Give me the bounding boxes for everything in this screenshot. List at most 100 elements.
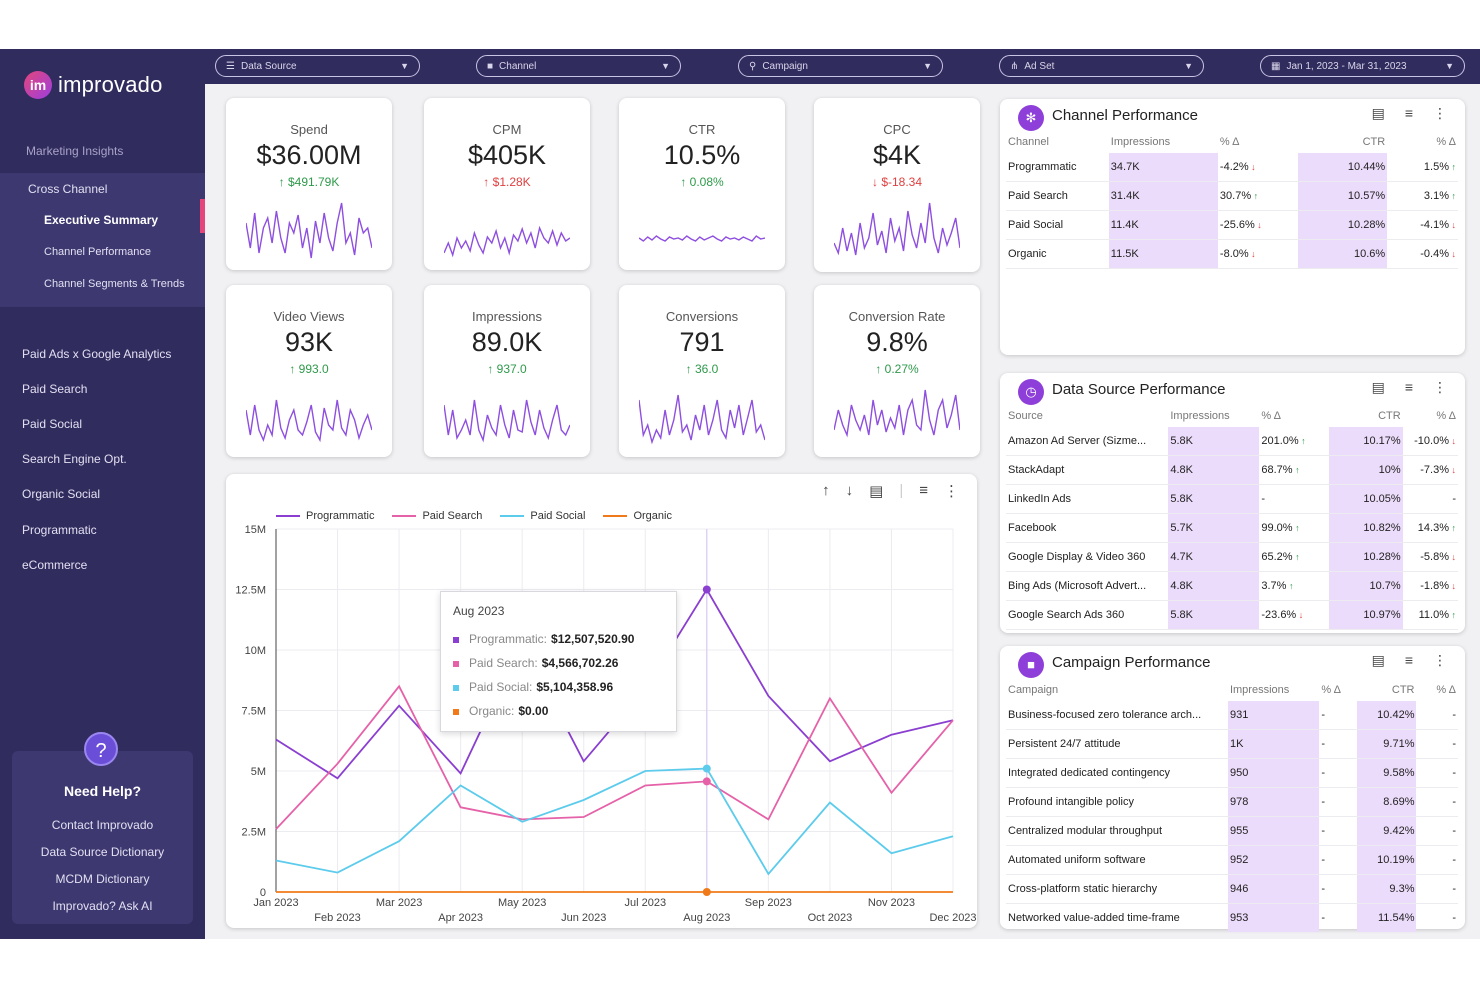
arrow-up-icon[interactable]: ↑: [822, 482, 830, 499]
table-row[interactable]: Bing Ads (Microsoft Advert... 4.8K 3.7% ↑ 1…: [1006, 571, 1458, 601]
column-header[interactable]: Campaign: [1008, 684, 1059, 696]
sidebar: im improvado Marketing Insights Cross Ch…: [0, 49, 205, 939]
column-header[interactable]: CTR: [1362, 136, 1386, 148]
column-header[interactable]: % Δ: [1436, 684, 1456, 696]
nav-item-seo[interactable]: Search Engine Opt.: [22, 452, 127, 466]
table-row[interactable]: Organic 11.5K -8.0% ↓ 10.6% -0.4% ↓: [1006, 239, 1458, 269]
kpi-card-spend: Spend $36.00M ↑ $491.79K: [226, 98, 392, 270]
more-icon[interactable]: ⋮: [1433, 652, 1447, 668]
column-header[interactable]: CTR: [1378, 410, 1401, 422]
table-row[interactable]: Facebook 5.7K 99.0% ↑ 10.82% 14.3% ↑: [1006, 513, 1458, 543]
column-header[interactable]: Channel: [1008, 136, 1049, 148]
x-tick-label: May 2023: [498, 897, 546, 909]
table-row[interactable]: Paid Search 31.4K 30.7% ↑ 10.57% 3.1% ↑: [1006, 181, 1458, 211]
legend-item-paid-social[interactable]: Paid Social: [500, 510, 585, 522]
column-header[interactable]: Source: [1008, 410, 1043, 422]
chart-settings-icon[interactable]: ▤: [1371, 379, 1385, 395]
nav-item-paid-search[interactable]: Paid Search: [22, 382, 88, 396]
arrow-down-icon: ↓: [1448, 249, 1456, 259]
more-icon[interactable]: ⋮: [944, 483, 959, 500]
arrow-down-icon[interactable]: ↓: [845, 482, 854, 499]
cell-value: 10.44%: [1347, 161, 1386, 173]
table-row[interactable]: Centralized modular throughput 955 - 9.42% -: [1006, 816, 1458, 846]
campaign-filter[interactable]: ⚲ Campaign ▼: [738, 55, 943, 77]
table-cell: Networked value-added time-frame: [1006, 903, 1228, 933]
filter-icon[interactable]: ≡: [1404, 379, 1413, 395]
table-row[interactable]: Google Display & Video 360 4.7K 65.2% ↑ 10.…: [1006, 542, 1458, 572]
nav-item-paid-social[interactable]: Paid Social: [22, 417, 83, 431]
column-header[interactable]: % Δ: [1261, 410, 1281, 422]
help-link-data-source-dictionary[interactable]: Data Source Dictionary: [40, 845, 165, 859]
nav-item-paid-ads-ga[interactable]: Paid Ads x Google Analytics: [22, 347, 172, 361]
cell-value: 9.3%: [1389, 883, 1415, 895]
legend-swatch: [392, 515, 417, 517]
legend-item-paid-search[interactable]: Paid Search: [392, 510, 482, 522]
chart-settings-icon[interactable]: ▤: [1371, 652, 1385, 668]
table-row[interactable]: Google Search Ads 360 5.8K -23.6% ↓ 10.97% 1…: [1006, 600, 1458, 630]
column-header[interactable]: Impressions: [1110, 136, 1171, 148]
table-cell: -: [1319, 787, 1358, 817]
help-link-ask-ai[interactable]: Improvado? Ask AI: [52, 899, 153, 913]
filter-icon[interactable]: ≡: [1404, 652, 1413, 668]
table-row[interactable]: Persistent 24/7 attitude 1K - 9.71% -: [1006, 729, 1458, 759]
cell-value: 10.42%: [1377, 709, 1415, 721]
column-header[interactable]: CTR: [1391, 684, 1415, 696]
nav-item-ecommerce[interactable]: eCommerce: [22, 558, 88, 572]
legend-item-programmatic[interactable]: Programmatic: [276, 510, 374, 522]
tooltip-value: $12,507,520.90: [551, 632, 635, 646]
arrow-down-icon: ↓: [1448, 220, 1456, 230]
campaign-performance-title: Campaign Performance: [1052, 654, 1211, 671]
table-cell: -: [1319, 874, 1358, 904]
column-header[interactable]: Impressions: [1229, 684, 1290, 696]
table-row[interactable]: Integrated dedicated contingency 950 - 9.58…: [1006, 758, 1458, 788]
table-row[interactable]: Profound intangible policy 978 - 8.69% -: [1006, 787, 1458, 817]
help-title: Need Help?: [63, 783, 141, 799]
table-cell: 10.6%: [1298, 239, 1388, 269]
table-row[interactable]: LinkedIn Ads 5.8K - 10.05% -: [1006, 484, 1458, 514]
ad-set-filter[interactable]: ⋔ Ad Set ▼: [999, 55, 1204, 77]
date-range-filter[interactable]: ▦ Jan 1, 2023 - Mar 31, 2023 ▼: [1260, 55, 1465, 77]
table-row[interactable]: Amazon Ad Server (Sizme... 5.8K 201.0% ↑ 10…: [1006, 427, 1458, 456]
filter-icon[interactable]: ≡: [1404, 105, 1413, 121]
table-row[interactable]: StackAdapt 4.8K 68.7% ↑ 10% -7.3% ↓: [1006, 455, 1458, 485]
help-icon[interactable]: ?: [84, 732, 118, 766]
column-header[interactable]: % Δ: [1321, 684, 1341, 696]
more-icon[interactable]: ⋮: [1433, 379, 1447, 395]
series-line-paid-social: [275, 767, 954, 876]
table-cell: 4.8K: [1168, 455, 1260, 485]
nav-item-executive-summary[interactable]: Executive Summary: [44, 213, 159, 227]
nav-item-programmatic[interactable]: Programmatic: [22, 523, 97, 537]
chart-settings-icon[interactable]: ▤: [869, 483, 884, 500]
table-cell: 4.7K: [1168, 542, 1260, 572]
logo[interactable]: im improvado: [24, 71, 163, 99]
table-row[interactable]: Automated uniform software 952 - 10.19% -: [1006, 845, 1458, 875]
help-link-mcdm-dictionary[interactable]: MCDM Dictionary: [55, 872, 150, 886]
help-link-contact[interactable]: Contact Improvado: [51, 818, 154, 832]
column-header[interactable]: % Δ: [1436, 136, 1456, 148]
nav-item-cross-channel[interactable]: Cross Channel: [28, 182, 108, 196]
filter-icon[interactable]: ≡: [919, 482, 928, 499]
data-source-filter[interactable]: ☰ Data Source ▼: [215, 55, 420, 77]
table-row[interactable]: Cross-platform static hierarchy 946 - 9.3% -: [1006, 874, 1458, 904]
more-icon[interactable]: ⋮: [1433, 105, 1447, 121]
spend-line-chart[interactable]: 0 2.5M 5M 7.5M 10M 12.5M 15M Jan 2023 Feb 2023 Ma…: [226, 474, 977, 928]
table-row[interactable]: Paid Social 11.4K -25.6% ↓ 10.28% -4.1% ↓: [1006, 210, 1458, 240]
channel-filter[interactable]: ■ Channel ▼: [476, 55, 681, 77]
chart-settings-icon[interactable]: ▤: [1371, 105, 1385, 121]
cell-value: -: [1452, 767, 1456, 779]
arrow-up-icon: ↑: [1286, 581, 1294, 591]
nav-item-channel-performance[interactable]: Channel Performance: [44, 246, 152, 258]
cell-value: -: [1321, 709, 1326, 721]
cell-value: 946: [1229, 883, 1249, 895]
cell-value: 9.42%: [1383, 825, 1415, 837]
legend-item-organic[interactable]: Organic: [603, 510, 672, 522]
column-header[interactable]: % Δ: [1436, 410, 1456, 422]
table-row[interactable]: Networked value-added time-frame 953 - 11.5…: [1006, 903, 1458, 933]
table-row[interactable]: Programmatic 34.7K -4.2% ↓ 10.44% 1.5% ↑: [1006, 153, 1458, 182]
column-header[interactable]: % Δ: [1219, 136, 1240, 148]
nav-item-organic-social[interactable]: Organic Social: [22, 487, 101, 501]
table-row[interactable]: Business-focused zero tolerance arch... 9…: [1006, 701, 1458, 730]
nav-item-channel-segments[interactable]: Channel Segments & Trends: [44, 278, 185, 290]
column-header[interactable]: Impressions: [1170, 410, 1230, 422]
arrow-up-icon: ↑: [483, 175, 493, 189]
